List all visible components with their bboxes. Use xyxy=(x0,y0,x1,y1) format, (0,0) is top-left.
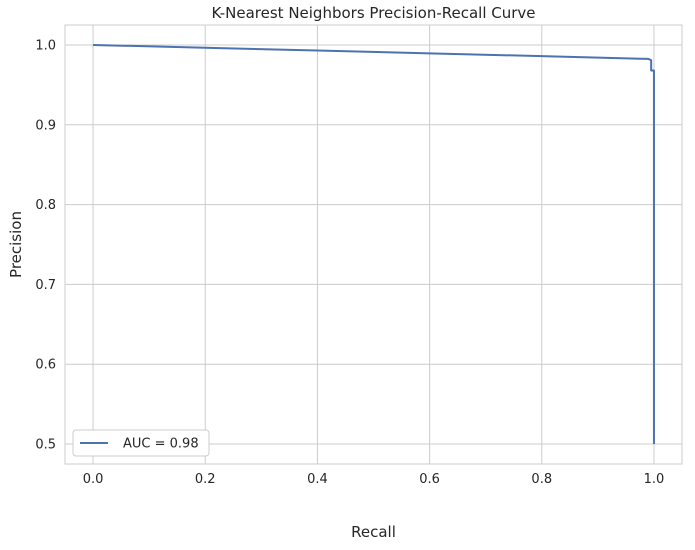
y-tick-label: 0.6 xyxy=(35,358,56,373)
x-axis-label: Recall xyxy=(351,523,396,541)
chart-title: K-Nearest Neighbors Precision-Recall Cur… xyxy=(211,4,535,22)
plot-frame xyxy=(64,24,683,465)
tick-labels: 0.0 0.2 0.4 0.6 0.8 1.0 0.5 0.6 0.7 0.8 0.9 1.0 xyxy=(35,38,664,487)
y-tick-label: 0.9 xyxy=(35,118,56,133)
y-tick-label: 0.8 xyxy=(35,198,56,213)
y-tick-label: 0.7 xyxy=(35,278,56,293)
series-line xyxy=(93,43,655,445)
y-tick-label: 1.0 xyxy=(35,38,56,53)
x-tick-label: 0.8 xyxy=(531,472,552,487)
legend-box xyxy=(72,429,210,457)
x-tick-label: 0.0 xyxy=(83,472,104,487)
x-tick-label: 0.4 xyxy=(307,472,328,487)
x-tick-label: 0.2 xyxy=(195,472,216,487)
series-layer xyxy=(93,43,655,445)
legend-label: AUC = 0.98 xyxy=(123,437,199,452)
x-tick-label: 1.0 xyxy=(644,472,665,487)
y-axis-label: Precision xyxy=(7,211,25,278)
y-tick-label: 0.5 xyxy=(35,438,56,453)
legend: AUC = 0.98 xyxy=(72,429,210,457)
x-tick-label: 0.6 xyxy=(419,472,440,487)
